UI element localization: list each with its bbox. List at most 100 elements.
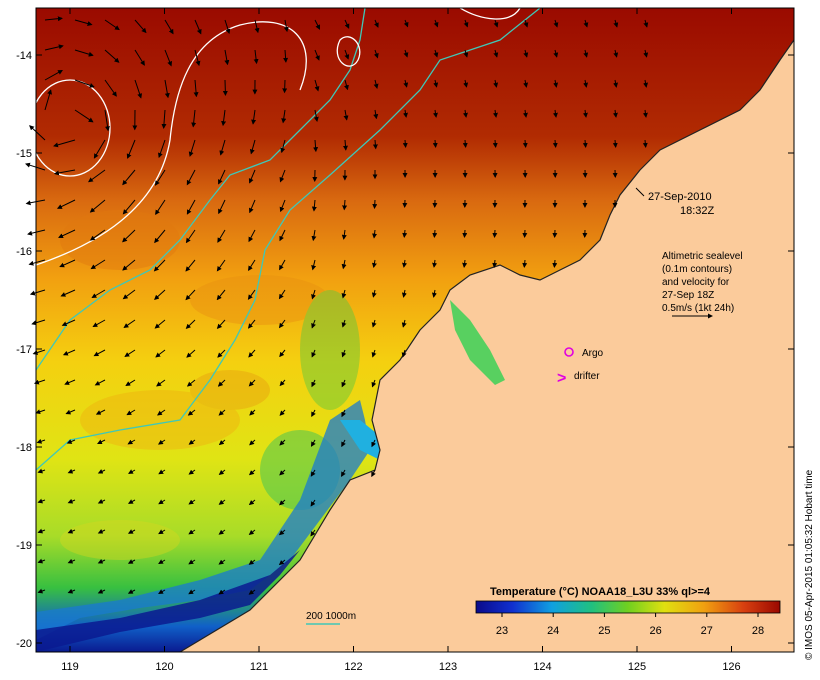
- lat-tick-label: -19: [16, 540, 32, 552]
- velocity-arrow: [247, 319, 256, 329]
- velocity-arrow: [186, 379, 196, 387]
- velocity-arrow: [56, 199, 76, 209]
- drifter-marker: >: [557, 370, 566, 387]
- velocity-arrow: [582, 139, 588, 148]
- velocity-arrow: [463, 49, 469, 58]
- velocity-arrow: [186, 349, 196, 358]
- velocity-arrow: [248, 529, 256, 535]
- velocity-arrow: [281, 109, 287, 124]
- velocity-arrow: [248, 559, 256, 565]
- velocity-arrow: [185, 319, 196, 329]
- drifter-label: drifter: [574, 371, 600, 382]
- velocity-arrow: [522, 139, 528, 148]
- velocity-arrow: [29, 125, 46, 141]
- colorbar-tick-label: 25: [598, 625, 610, 637]
- lon-tick-label: 123: [439, 661, 457, 673]
- velocity-arrow: [29, 289, 46, 296]
- velocity-arrow: [341, 349, 347, 358]
- velocity-arrow: [193, 79, 199, 98]
- velocity-arrow: [553, 79, 559, 88]
- lon-tick-label: 119: [61, 661, 79, 673]
- velocity-arrow: [493, 19, 499, 28]
- velocity-arrow: [342, 199, 348, 211]
- velocity-arrow: [342, 139, 348, 151]
- velocity-arrow: [88, 169, 106, 183]
- velocity-arrow: [58, 229, 76, 238]
- velocity-arrow: [314, 49, 320, 61]
- velocity-arrow: [62, 349, 76, 356]
- velocity-arrow: [279, 259, 286, 271]
- lat-tick-label: -20: [16, 638, 32, 650]
- sound-water: [450, 300, 505, 385]
- velocity-arrow: [280, 139, 286, 154]
- velocity-arrow: [371, 319, 377, 328]
- velocity-arrow: [93, 139, 106, 159]
- velocity-arrow: [523, 79, 529, 88]
- velocity-arrow: [61, 319, 76, 327]
- cool-water: [36, 400, 370, 640]
- velocity-arrow: [402, 139, 408, 149]
- velocity-arrow: [403, 79, 409, 88]
- velocity-arrow: [553, 19, 559, 28]
- velocity-arrow: [127, 559, 136, 564]
- velocity-arrow: [279, 229, 286, 242]
- velocity-arrow: [218, 469, 226, 475]
- velocity-arrow: [127, 499, 136, 504]
- velocity-arrow: [186, 199, 196, 215]
- velocity-arrow: [188, 559, 196, 565]
- velocity-arrow: [37, 468, 46, 474]
- velocity-arrow: [122, 169, 136, 186]
- velocity-arrow: [248, 469, 256, 476]
- velocity-arrow: [344, 79, 349, 91]
- velocity-arrow: [283, 49, 289, 63]
- velocity-arrow: [97, 559, 106, 564]
- velocity-arrow: [157, 409, 166, 416]
- velocity-arrow: [311, 349, 317, 358]
- velocity-arrow: [371, 469, 376, 478]
- velocity-arrow: [194, 19, 202, 35]
- velocity-arrow: [97, 499, 106, 504]
- velocity-arrow: [25, 162, 46, 171]
- velocity-arrow: [218, 529, 226, 535]
- velocity-arrow: [104, 49, 120, 63]
- velocity-arrow: [64, 379, 76, 385]
- velocity-arrow: [216, 259, 226, 272]
- velocity-arrow: [371, 289, 377, 298]
- velocity-arrow: [126, 139, 136, 159]
- velocity-arrow: [127, 529, 136, 534]
- credit: © IMOS 05-Apr-2015 01:05:32 Hobart time: [804, 469, 815, 660]
- velocity-arrow: [126, 409, 136, 416]
- velocity-arrow: [248, 349, 256, 358]
- velocity-arrow: [613, 79, 619, 88]
- velocity-arrow: [310, 529, 316, 537]
- velocity-arrow: [186, 169, 196, 186]
- velocity-arrow: [311, 229, 317, 242]
- velocity-arrow: [224, 49, 230, 66]
- velocity-arrow: [344, 19, 350, 29]
- velocity-arrow: [403, 109, 408, 118]
- velocity-arrow: [248, 499, 256, 506]
- velocity-arrow: [218, 169, 226, 185]
- velocity-arrow: [158, 139, 166, 159]
- velocity-arrow: [93, 349, 106, 357]
- velocity-arrow: [44, 44, 64, 51]
- velocity-arrow: [122, 199, 136, 215]
- velocity-arrow: [158, 469, 166, 475]
- velocity-arrow: [643, 79, 649, 88]
- velocity-arrow: [249, 199, 256, 214]
- velocity-arrow: [185, 259, 196, 272]
- velocity-arrow: [158, 589, 166, 594]
- velocity-arrow: [67, 468, 76, 474]
- velocity-arrow: [188, 499, 196, 505]
- isobath-label: 200 1000m: [306, 611, 356, 622]
- velocity-arrow: [28, 259, 46, 266]
- velocity-arrow: [341, 409, 346, 418]
- velocity-arrow: [341, 289, 347, 299]
- velocity-arrow: [278, 559, 286, 566]
- velocity-arrow: [247, 289, 256, 300]
- velocity-arrow: [218, 589, 226, 595]
- velocity-arrow: [248, 589, 256, 595]
- velocity-arrow: [248, 169, 256, 184]
- info-line: 0.5m/s (1kt 24h): [662, 303, 734, 314]
- velocity-arrow: [36, 438, 46, 444]
